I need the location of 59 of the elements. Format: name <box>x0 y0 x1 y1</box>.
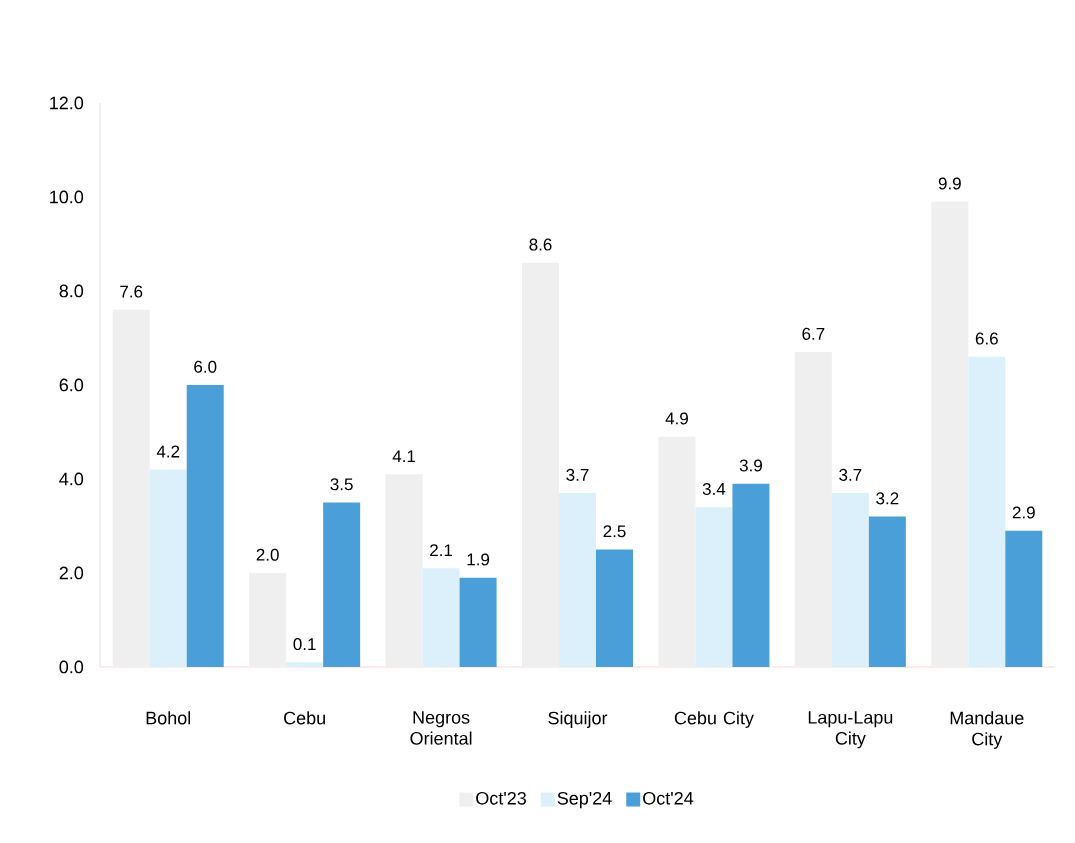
y-tick-label: 4.0 <box>59 472 84 486</box>
x-tick-label: Siquijor <box>548 711 608 728</box>
bar <box>931 201 969 667</box>
legend-label: Sep'24 <box>557 791 612 809</box>
data-label: 3.7 <box>566 468 589 481</box>
legend-label: Oct'23 <box>476 791 526 805</box>
data-label: 2.0 <box>256 548 279 561</box>
data-label: 3.4 <box>702 482 726 495</box>
bar <box>522 262 560 667</box>
y-tick-label: 6.0 <box>59 378 84 392</box>
data-label: 1.9 <box>467 553 490 566</box>
x-tick-label: Mandaue City <box>950 711 1024 749</box>
data-label: 4.2 <box>156 445 180 458</box>
x-tick-label: Bohol <box>146 711 191 725</box>
bar <box>732 483 770 667</box>
data-label: 3.9 <box>739 459 762 472</box>
bar <box>385 474 423 667</box>
y-tick-label: 12.0 <box>50 96 84 110</box>
data-label: 6.0 <box>194 360 217 373</box>
legend-label: Oct'24 <box>643 791 694 805</box>
y-tick-label: 0.0 <box>59 660 84 674</box>
data-label: 3.7 <box>839 468 862 481</box>
data-label: 2.5 <box>603 525 626 538</box>
bar <box>868 516 906 667</box>
data-label: 3.2 <box>876 492 899 505</box>
y-tick-label: 2.0 <box>59 566 84 580</box>
data-label: 9.9 <box>938 177 961 190</box>
bar <box>695 507 733 667</box>
bar <box>186 384 224 667</box>
data-label: 8.6 <box>529 238 552 251</box>
bar <box>323 502 361 667</box>
y-tick-label: 10.0 <box>50 190 84 204</box>
bar <box>286 662 324 667</box>
data-label: 4.1 <box>392 450 416 463</box>
data-label: 2.1 <box>430 544 453 557</box>
data-label: 6.6 <box>975 332 998 345</box>
bar <box>112 309 150 667</box>
bar <box>831 493 869 667</box>
x-tick-label: Cebu <box>284 711 325 725</box>
x-tick-label: Lapu-Lapu City <box>808 711 893 749</box>
bar <box>459 577 497 667</box>
bar <box>422 568 460 667</box>
bar <box>249 572 287 667</box>
bar <box>658 436 696 667</box>
x-tick-label: Cebu City <box>674 711 754 728</box>
bar <box>149 469 187 667</box>
data-label: 3.5 <box>330 478 353 491</box>
data-label: 4.9 <box>665 412 688 425</box>
bar <box>559 493 597 667</box>
x-tick-label: Negros Oriental <box>410 711 472 745</box>
y-tick-label: 8.0 <box>59 284 84 298</box>
data-label: 7.6 <box>120 285 143 298</box>
data-label: 6.7 <box>802 327 825 340</box>
bar <box>596 549 634 667</box>
bar <box>794 352 832 667</box>
bar <box>1005 530 1043 667</box>
data-label: 0.1 <box>293 638 316 651</box>
data-label: 2.9 <box>1012 506 1035 519</box>
bar <box>968 356 1006 667</box>
